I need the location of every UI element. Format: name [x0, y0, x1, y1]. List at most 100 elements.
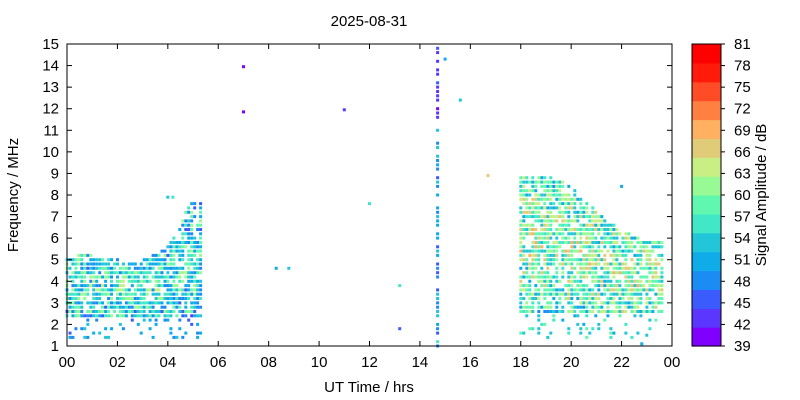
data-point: [151, 253, 155, 257]
data-point: [534, 241, 538, 244]
data-point: [196, 228, 200, 231]
data-point: [612, 223, 616, 227]
data-point: [531, 305, 535, 309]
data-point: [80, 305, 84, 309]
data-point: [579, 236, 583, 240]
data-point: [74, 271, 78, 275]
data-point: [600, 310, 604, 313]
data-point: [645, 253, 649, 257]
data-point: [561, 223, 565, 227]
data-point: [86, 288, 90, 292]
data-point: [160, 271, 164, 275]
data-point: [118, 301, 122, 305]
data-point: [555, 241, 559, 244]
data-point: [603, 262, 607, 266]
data-point: [591, 262, 595, 266]
data-point: [573, 249, 577, 253]
data-point: [160, 310, 164, 313]
data-point: [570, 202, 574, 206]
data-point: [573, 245, 577, 249]
data-point: [549, 176, 553, 180]
data-point: [573, 219, 577, 223]
data-point: [555, 232, 559, 236]
data-point: [588, 223, 592, 227]
data-point: [80, 258, 84, 262]
data-point: [594, 236, 598, 240]
data-point: [86, 310, 90, 313]
data-point: [157, 262, 161, 266]
data-point: [603, 266, 607, 270]
data-point: [561, 232, 565, 236]
data-point: [528, 189, 532, 193]
data-point: [522, 184, 526, 188]
data-point: [639, 258, 643, 262]
data-point: [124, 288, 128, 292]
data-point: [627, 232, 631, 236]
data-point: [178, 249, 182, 253]
data-point: [133, 271, 137, 275]
data-point: [552, 288, 556, 292]
data-point: [525, 223, 529, 227]
data-point: [531, 202, 535, 206]
data-point: [630, 275, 634, 279]
data-point: [142, 292, 146, 296]
data-point: [558, 292, 562, 296]
data-point: [639, 284, 643, 288]
data-point: [118, 266, 122, 270]
data-point: [597, 253, 601, 257]
data-point: [92, 292, 96, 296]
data-point: [582, 288, 586, 292]
data-point: [654, 266, 658, 270]
data-point: [175, 301, 179, 305]
data-point: [558, 202, 562, 206]
data-point: [606, 288, 610, 292]
data-point: [612, 271, 616, 275]
colorbar-segment: [692, 100, 721, 121]
data-point: [172, 305, 176, 309]
data-point: [582, 223, 586, 227]
data-point: [193, 266, 197, 270]
data-point: [531, 241, 535, 244]
data-point: [579, 262, 583, 266]
data-point: [612, 331, 616, 335]
data-point: [175, 305, 179, 309]
data-point: [612, 301, 616, 305]
data-point: [199, 292, 203, 296]
data-point: [579, 245, 583, 249]
y-tick-label: 8: [51, 187, 59, 204]
data-point: [116, 275, 119, 279]
data-point: [636, 292, 640, 296]
data-point: [118, 305, 122, 309]
data-point: [633, 245, 637, 249]
data-point: [534, 236, 538, 240]
data-point: [546, 253, 550, 257]
data-point: [193, 275, 197, 279]
data-point: [190, 288, 194, 292]
data-point: [633, 262, 637, 266]
data-point: [606, 241, 610, 244]
data-point: [651, 249, 655, 253]
data-point: [148, 301, 152, 305]
data-point: [540, 275, 544, 279]
data-point: [187, 297, 191, 300]
data-point: [657, 241, 661, 244]
data-point: [552, 275, 556, 279]
data-point: [540, 180, 544, 184]
data-point: [101, 275, 105, 279]
data-point: [139, 314, 143, 318]
data-point: [633, 271, 637, 275]
data-point: [528, 210, 532, 214]
data-point: [436, 297, 440, 300]
data-point: [528, 292, 532, 296]
data-point: [184, 219, 188, 223]
data-point: [642, 245, 646, 249]
data-point: [166, 318, 170, 322]
data-point: [522, 284, 526, 288]
data-point: [116, 314, 119, 318]
data-point: [124, 310, 128, 313]
data-point: [609, 262, 613, 266]
data-point: [199, 253, 203, 257]
data-point: [657, 297, 661, 300]
data-point: [151, 266, 155, 270]
